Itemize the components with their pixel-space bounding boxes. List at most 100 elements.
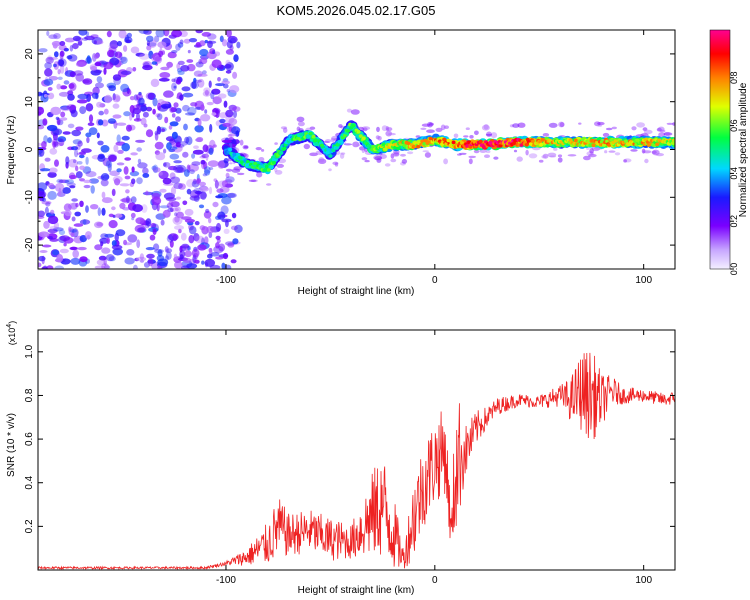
noise-blob [142, 111, 149, 118]
noise-blob [73, 223, 84, 227]
ridge-point [264, 164, 269, 169]
ridge-point [245, 160, 250, 164]
noise-blob [132, 204, 144, 213]
noise-blob [59, 85, 68, 90]
noise-blob [201, 32, 212, 37]
noise-blob [50, 209, 55, 215]
ridge-scatter [636, 122, 645, 128]
noise-blob [222, 252, 229, 260]
noise-blob [95, 82, 104, 89]
ridge-point [481, 145, 486, 149]
noise-blob [191, 81, 197, 89]
noise-blob [58, 91, 70, 97]
noise-blob [132, 67, 137, 72]
noise-blob [93, 69, 103, 74]
noise-blob [97, 140, 104, 146]
noise-blob [155, 30, 165, 38]
noise-blob [206, 101, 214, 106]
snr-series-line [38, 352, 675, 570]
ridge-scatter [493, 156, 499, 160]
noise-blob [215, 83, 225, 87]
noise-blob [184, 136, 190, 144]
ridge-point [420, 139, 425, 143]
noise-blob [58, 229, 66, 236]
ridge-point [328, 154, 333, 158]
noise-blob [223, 228, 230, 234]
noise-blob [154, 141, 164, 150]
ridge-point [402, 143, 407, 148]
noise-blob [124, 157, 132, 161]
noise-blob [83, 184, 91, 189]
noise-blob [159, 188, 167, 193]
ridge-scatter [374, 156, 383, 161]
noise-blob [198, 204, 205, 209]
noise-blob [200, 159, 206, 165]
noise-blob [48, 34, 58, 39]
noise-blob [193, 79, 202, 83]
noise-blob [54, 265, 65, 269]
noise-blob [83, 179, 92, 184]
noise-blob [55, 138, 63, 142]
noise-blob [145, 218, 152, 227]
noise-blob [210, 91, 215, 100]
noise-blob [225, 49, 234, 55]
noise-blob [215, 222, 222, 232]
noise-blob [197, 118, 202, 127]
noise-blob [123, 111, 131, 117]
noise-blob [71, 129, 82, 137]
ridge-scatter [361, 157, 368, 161]
noise-blob [150, 78, 160, 88]
noise-blob [187, 49, 191, 54]
noise-blob [58, 138, 65, 147]
noise-blob [38, 182, 48, 191]
noise-blob [94, 221, 103, 229]
ridge-scatter [256, 171, 263, 178]
noise-blob [48, 236, 53, 240]
ridge-scatter [608, 150, 616, 153]
ridge-scatter [644, 158, 649, 164]
noise-blob [111, 244, 123, 250]
spectrogram-xlabel: Height of straight line (km) [298, 286, 415, 297]
noise-blob [173, 253, 178, 260]
snr-marks [38, 352, 675, 570]
noise-blob [212, 144, 217, 148]
noise-blob [157, 113, 163, 121]
noise-blob [195, 42, 201, 48]
noise-blob [205, 152, 209, 161]
ridge-scatter [538, 159, 544, 163]
noise-blob [47, 171, 57, 178]
noise-blob [58, 59, 65, 67]
noise-blob [109, 170, 120, 177]
snr-exponent-label: (x104) [6, 321, 17, 345]
ridge-point [444, 142, 449, 146]
noise-blob [90, 66, 98, 71]
noise-blob [178, 183, 186, 190]
noise-blob [38, 142, 42, 147]
noise-blob [136, 239, 141, 249]
noise-blob [191, 153, 196, 159]
noise-blob [176, 63, 181, 70]
ridge-scatter [227, 134, 233, 138]
noise-blob [124, 175, 131, 180]
noise-blob [146, 253, 155, 259]
noise-blob [217, 77, 221, 82]
ridge-scatter [468, 158, 473, 165]
ridge-point [262, 168, 267, 173]
ridge-point [272, 160, 276, 165]
colorbar-tick-label: 0.4 [729, 167, 739, 180]
noise-blob [180, 265, 190, 269]
noise-blob [188, 38, 198, 43]
noise-blob [220, 205, 229, 215]
noise-blob [101, 61, 109, 65]
noise-blob [59, 41, 66, 46]
ridge-scatter [386, 127, 393, 132]
noise-blob [88, 114, 94, 123]
ridge-scatter [597, 121, 605, 126]
noise-blob [145, 247, 155, 251]
noise-blob [78, 30, 88, 36]
noise-blob [123, 45, 128, 52]
ridge-point [627, 142, 632, 147]
x-tick-label: 100 [635, 275, 652, 286]
noise-blob [71, 216, 76, 222]
ridge-scatter [235, 139, 239, 145]
